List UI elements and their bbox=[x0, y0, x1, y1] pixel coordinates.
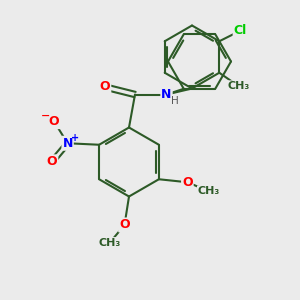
Text: CH₃: CH₃ bbox=[228, 81, 250, 91]
Text: O: O bbox=[47, 155, 57, 168]
Text: −: − bbox=[41, 111, 50, 121]
Text: O: O bbox=[119, 218, 130, 232]
Text: H: H bbox=[171, 95, 179, 106]
Text: CH₃: CH₃ bbox=[198, 186, 220, 196]
Text: +: + bbox=[71, 133, 79, 143]
Text: O: O bbox=[182, 176, 193, 189]
Text: Cl: Cl bbox=[234, 24, 247, 37]
Text: O: O bbox=[100, 80, 110, 94]
Text: O: O bbox=[49, 115, 59, 128]
Text: N: N bbox=[62, 137, 73, 150]
Text: CH₃: CH₃ bbox=[98, 238, 121, 248]
Text: N: N bbox=[161, 88, 172, 101]
